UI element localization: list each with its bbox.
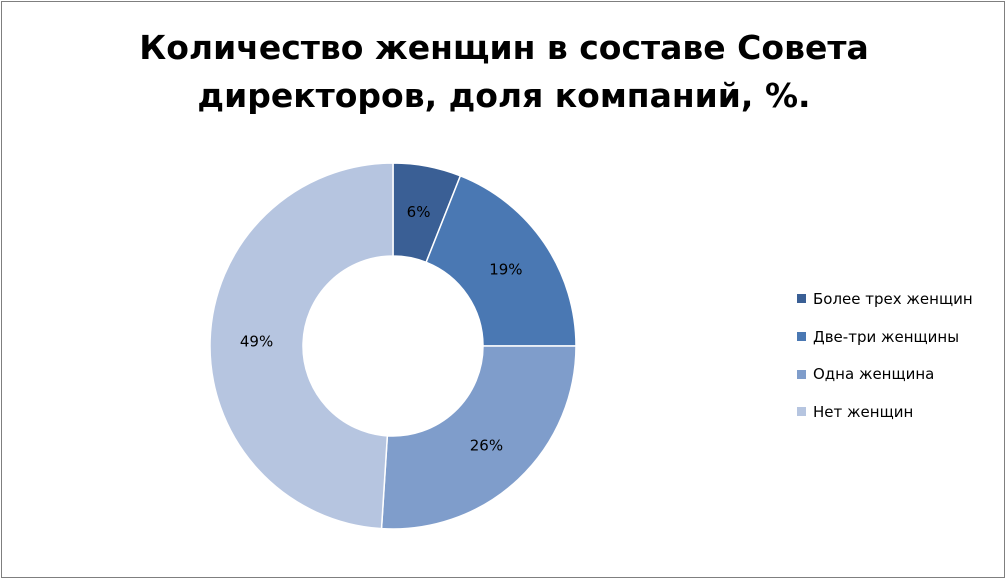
donut-slice-two-three xyxy=(425,174,577,347)
chart-title-line-2: директоров, доля компаний, %. xyxy=(197,76,811,115)
chart-title: Количество женщин в составе Совета дирек… xyxy=(2,24,1006,120)
data-label-one: 26% xyxy=(470,437,503,455)
legend-swatch-none xyxy=(797,407,806,417)
legend-item-none: Нет женщин xyxy=(797,393,973,431)
legend-label-none: Нет женщин xyxy=(813,402,914,421)
data-label-more-than-three: 6% xyxy=(407,203,431,221)
legend-label-one: Одна женщина xyxy=(813,365,935,384)
legend-swatch-one xyxy=(797,369,806,379)
legend-item-two-three: Две-три женщины xyxy=(797,318,973,356)
chart-title-line-1: Количество женщин в составе Совета xyxy=(139,28,869,67)
donut-slice-none xyxy=(209,162,394,530)
legend-swatch-two-three xyxy=(797,332,806,342)
data-label-none: 49% xyxy=(240,333,273,351)
chart-legend: Более трех женщин Две-три женщины Одна ж… xyxy=(797,280,973,431)
legend-label-more-than-three: Более трех женщин xyxy=(813,289,973,308)
legend-item-more-than-three: Более трех женщин xyxy=(797,280,973,318)
data-label-two-three: 19% xyxy=(489,260,522,278)
legend-item-one: Одна женщина xyxy=(797,355,973,393)
legend-swatch-more-than-three xyxy=(797,294,806,304)
legend-label-two-three: Две-три женщины xyxy=(813,327,960,346)
donut-slice-one xyxy=(380,345,577,530)
